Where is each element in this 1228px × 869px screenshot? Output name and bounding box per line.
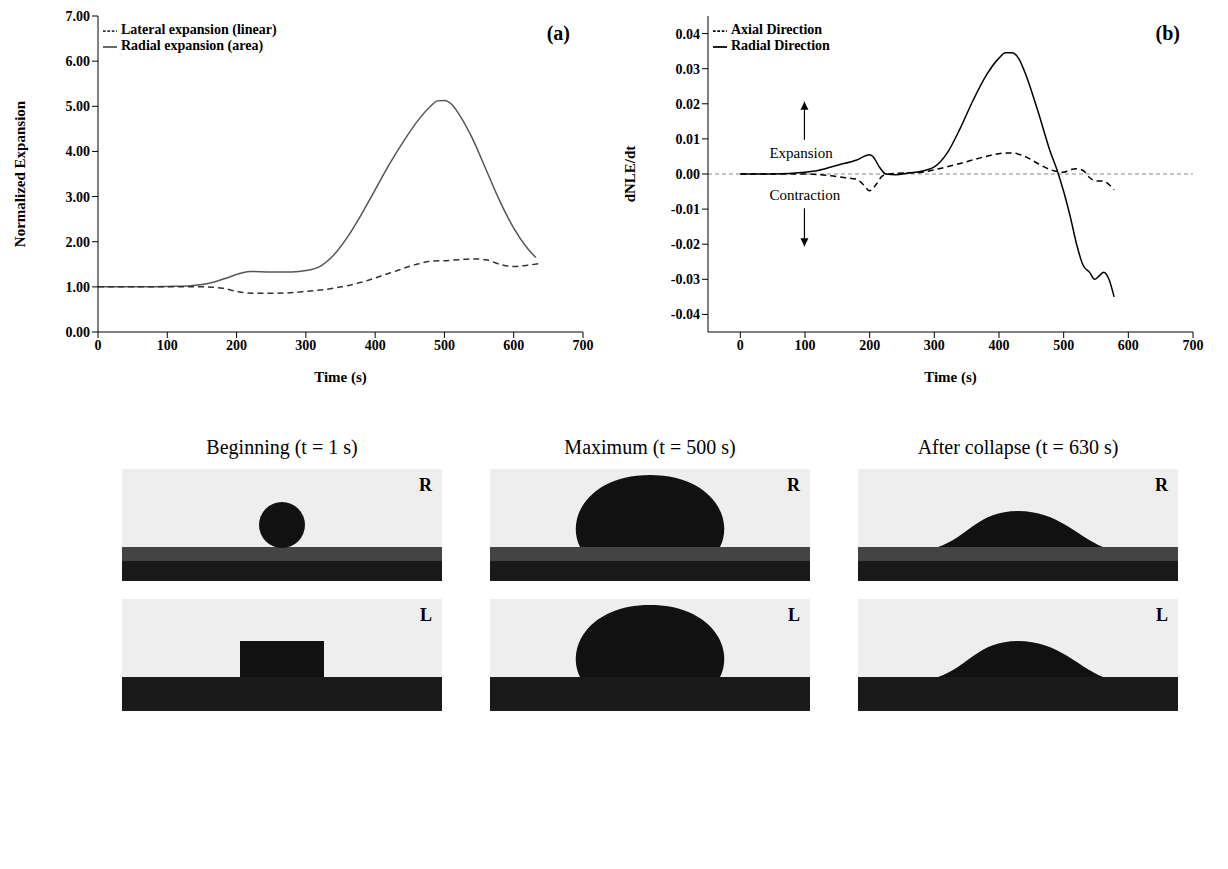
svg-text:500: 500 bbox=[434, 338, 455, 353]
svg-text:1.00: 1.00 bbox=[66, 280, 91, 295]
svg-text:-0.03: -0.03 bbox=[671, 272, 700, 287]
svg-text:Expansion: Expansion bbox=[769, 145, 833, 161]
svg-text:dNLE/dt: dNLE/dt bbox=[622, 146, 638, 203]
svg-text:200: 200 bbox=[859, 338, 880, 353]
svg-text:Contraction: Contraction bbox=[769, 187, 840, 203]
svg-text:500: 500 bbox=[1053, 338, 1074, 353]
svg-text:0.00: 0.00 bbox=[676, 167, 701, 182]
svg-text:L: L bbox=[788, 605, 800, 625]
svg-text:300: 300 bbox=[924, 338, 945, 353]
svg-text:100: 100 bbox=[795, 338, 816, 353]
html-text:Axial Direction: Axial Direction bbox=[731, 22, 823, 37]
svg-text:L: L bbox=[420, 605, 432, 625]
svg-text:700: 700 bbox=[1183, 338, 1204, 353]
svg-text:200: 200 bbox=[226, 338, 247, 353]
svg-text:3.00: 3.00 bbox=[66, 190, 91, 205]
svg-text:-0.01: -0.01 bbox=[671, 202, 700, 217]
svg-text:0.00: 0.00 bbox=[66, 325, 91, 340]
svg-text:6.00: 6.00 bbox=[66, 54, 91, 69]
svg-text:400: 400 bbox=[989, 338, 1010, 353]
svg-text:400: 400 bbox=[365, 338, 386, 353]
svg-text:0.04: 0.04 bbox=[676, 27, 701, 42]
svg-text:0.03: 0.03 bbox=[676, 62, 701, 77]
html-text:Maximum (t = 500 s): Maximum (t = 500 s) bbox=[564, 436, 736, 458]
svg-text:600: 600 bbox=[503, 338, 524, 353]
html-text:(a): (a) bbox=[546, 22, 570, 44]
svg-text:7.00: 7.00 bbox=[66, 9, 91, 24]
svg-text:4.00: 4.00 bbox=[66, 144, 91, 159]
svg-text:5.00: 5.00 bbox=[66, 99, 91, 114]
html-text:After collapse (t = 630 s): After collapse (t = 630 s) bbox=[917, 436, 1119, 458]
svg-text:-0.04: -0.04 bbox=[671, 307, 700, 322]
svg-text:Time (s): Time (s) bbox=[924, 369, 977, 386]
svg-text:0.02: 0.02 bbox=[676, 97, 701, 112]
svg-text:R: R bbox=[787, 475, 801, 495]
html-text:Radial Direction: Radial Direction bbox=[731, 38, 830, 53]
html-text:Lateral expansion (linear): Lateral expansion (linear) bbox=[121, 22, 277, 37]
html-text:Beginning (t = 1 s): Beginning (t = 1 s) bbox=[206, 436, 358, 458]
svg-text:2.00: 2.00 bbox=[66, 235, 91, 250]
svg-text:Normalized Expansion: Normalized Expansion bbox=[12, 100, 28, 247]
svg-text:-0.02: -0.02 bbox=[671, 237, 700, 252]
svg-text:600: 600 bbox=[1118, 338, 1139, 353]
html-text:Radial expansion (area): Radial expansion (area) bbox=[121, 38, 264, 53]
svg-text:R: R bbox=[1155, 475, 1169, 495]
svg-text:L: L bbox=[1156, 605, 1168, 625]
svg-text:100: 100 bbox=[157, 338, 178, 353]
svg-text:0: 0 bbox=[737, 338, 744, 353]
svg-text:R: R bbox=[419, 475, 433, 495]
svg-text:0: 0 bbox=[95, 338, 102, 353]
svg-text:0.01: 0.01 bbox=[676, 132, 701, 147]
svg-text:700: 700 bbox=[573, 338, 594, 353]
svg-text:300: 300 bbox=[295, 338, 316, 353]
svg-text:Time (s): Time (s) bbox=[314, 369, 367, 386]
html-text:(b): (b) bbox=[1155, 22, 1180, 44]
